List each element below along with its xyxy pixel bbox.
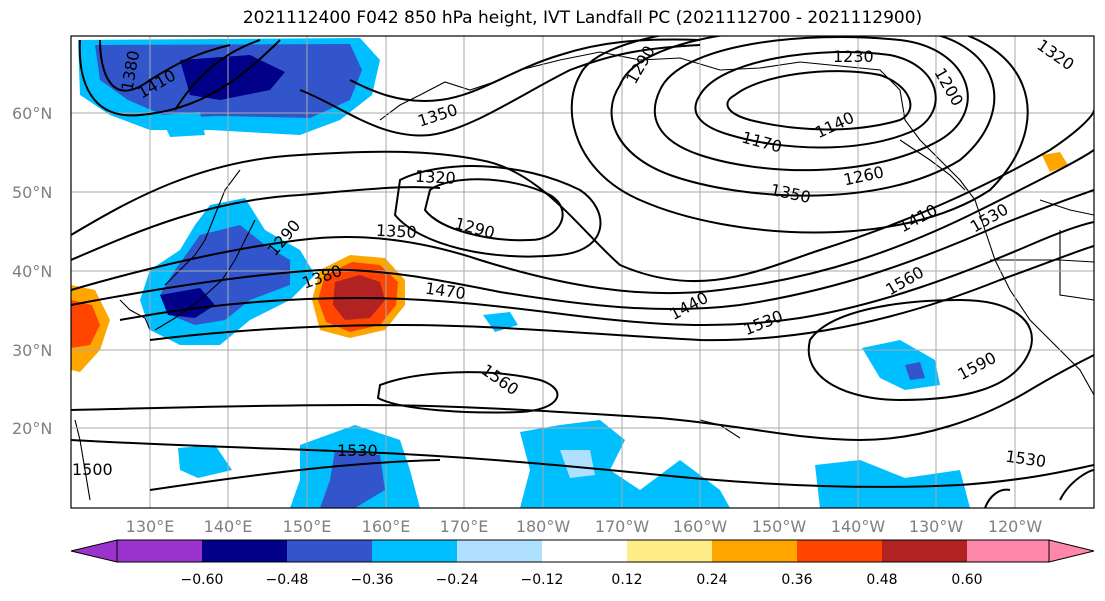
colorbar-tick-label: −0.48 [266,572,309,588]
colorbar: −0.60 −0.48 −0.36 −0.24 −0.12 0.12 0.24 … [70,539,1095,588]
colorbar-segment [882,540,967,562]
lon-label-170e: 170°E [440,517,489,536]
colorbar-tick-label: −0.24 [436,572,479,588]
lat-label-60n: 60°N [12,104,52,123]
lat-label-20n: 20°N [12,419,52,438]
contour-label: 1530 [337,441,378,460]
contour-label: 1500 [72,460,113,479]
contour-label: 1350 [376,221,418,242]
lon-label-120w: 120°W [988,517,1043,536]
colorbar-tick-label: 0.48 [866,572,897,588]
lon-label-150e: 150°E [283,517,332,536]
contour-label: 1320 [415,167,457,188]
lon-label-130e: 130°E [126,517,175,536]
colorbar-outline [116,539,1050,563]
colorbar-segment [117,540,202,562]
lat-label-40n: 40°N [12,262,52,281]
colorbar-segment [712,540,797,562]
colorbar-segment [967,540,1049,562]
lon-label-140w: 140°W [831,517,886,536]
colorbar-tick-label: 0.24 [696,572,727,588]
lon-label-170w: 170°W [595,517,650,536]
colorbar-tick-label: 0.60 [951,572,982,588]
colorbar-tick-label: −0.12 [521,572,564,588]
colorbar-tick-label: −0.36 [351,572,394,588]
colorbar-segment [627,540,712,562]
colorbar-tick-label: 0.36 [781,572,812,588]
lat-label-50n: 50°N [12,183,52,202]
map-title: 2021112400 F042 850 hPa height, IVT Land… [242,8,923,28]
colorbar-tick-label: −0.60 [181,572,224,588]
colorbar-high-extension [1048,539,1095,563]
colorbar-low-extension [70,539,118,563]
map-frame [70,35,1095,509]
colorbar-segment [372,540,457,562]
lat-label-30n: 30°N [12,341,52,360]
gridlines [71,36,1094,508]
lon-label-150w: 150°W [752,517,807,536]
contour-label: 1230 [833,47,874,66]
lon-label-130w: 130°W [909,517,964,536]
longitude-labels: 130°E 140°E 150°E 160°E 170°E 180°W 170°… [126,517,1043,536]
lon-label-160w: 160°W [673,517,728,536]
colorbar-tick-label: 0.12 [611,572,642,588]
colorbar-segment [797,540,882,562]
colorbar-segment [287,540,372,562]
lon-label-160e: 160°E [362,517,411,536]
colorbar-segment [457,540,542,562]
height-contours [71,36,1094,508]
colorbar-segment [202,540,287,562]
ivt-shading [71,38,1068,508]
lon-label-180w: 180°W [516,517,571,536]
lon-label-140e: 140°E [204,517,253,536]
latitude-labels: 60°N 50°N 40°N 30°N 20°N [12,104,52,438]
colorbar-segment [542,540,627,562]
